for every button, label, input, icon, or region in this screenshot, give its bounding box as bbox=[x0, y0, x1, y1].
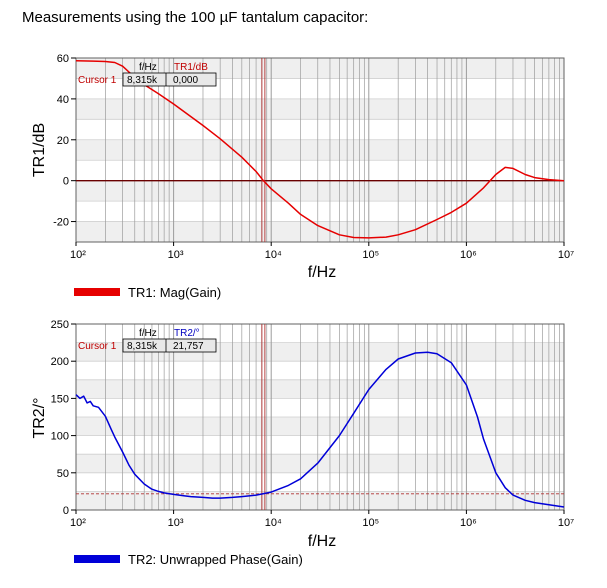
cursor-label: Cursor 1 bbox=[78, 75, 117, 86]
x-tick-label: 10² bbox=[70, 517, 86, 529]
x-tick-label: 10⁷ bbox=[558, 517, 574, 529]
grid-band bbox=[76, 454, 564, 473]
cursor-box bbox=[122, 72, 217, 87]
y-tick-label: 250 bbox=[51, 319, 69, 331]
y-tick-label: -20 bbox=[53, 217, 69, 229]
cursor-tr-value: 0,000 bbox=[173, 75, 198, 86]
y-tick-label: 40 bbox=[57, 94, 69, 106]
grid-band bbox=[76, 98, 564, 120]
grid-band bbox=[76, 379, 564, 399]
legend-swatch bbox=[74, 555, 120, 563]
cursor-tr-header: TR2/° bbox=[174, 328, 200, 339]
cursor-label: Cursor 1 bbox=[78, 341, 117, 352]
x-tick-label: 10⁴ bbox=[265, 517, 282, 529]
legend-label: TR1: Mag(Gain) bbox=[128, 285, 221, 300]
grid-band bbox=[76, 491, 564, 510]
grid-band bbox=[76, 221, 564, 242]
x-tick-label: 10⁷ bbox=[558, 249, 574, 261]
grid-band bbox=[76, 180, 564, 202]
cursor-f-header: f/Hz bbox=[139, 62, 157, 73]
x-tick-label: 10² bbox=[70, 249, 86, 261]
x-tick-label: 10³ bbox=[168, 517, 184, 529]
y-tick-label: 50 bbox=[57, 468, 69, 480]
y-tick-label: 0 bbox=[63, 505, 69, 517]
page-title: Measurements using the 100 µF tantalum c… bbox=[22, 9, 369, 26]
cursor-f-value: 8,315k bbox=[127, 341, 158, 352]
x-tick-label: 10³ bbox=[168, 249, 184, 261]
y-axis-label: TR1/dB bbox=[31, 123, 48, 177]
cursor-tr-value: 21,757 bbox=[173, 341, 204, 352]
x-tick-label: 10⁶ bbox=[460, 249, 477, 261]
plot-frame bbox=[75, 57, 565, 243]
x-tick-label: 10⁵ bbox=[362, 249, 379, 261]
cursor-f-value: 8,315k bbox=[127, 75, 158, 86]
x-axis-label: f/Hz bbox=[308, 264, 336, 281]
plot-frame bbox=[75, 323, 565, 511]
y-tick-label: 0 bbox=[63, 176, 69, 188]
x-axis-label: f/Hz bbox=[308, 533, 336, 550]
legend-swatch bbox=[74, 288, 120, 296]
y-tick-label: 200 bbox=[51, 356, 69, 368]
y-axis-label: TR2/° bbox=[31, 397, 48, 438]
grid-band bbox=[76, 417, 564, 436]
y-tick-label: 20 bbox=[57, 135, 69, 147]
x-tick-label: 10⁶ bbox=[460, 517, 477, 529]
series-line bbox=[75, 351, 565, 508]
x-tick-label: 10⁴ bbox=[265, 249, 282, 261]
x-tick-label: 10⁵ bbox=[362, 517, 379, 529]
grid-band bbox=[76, 139, 564, 161]
cursor-tr-header: TR1/dB bbox=[174, 62, 208, 73]
cursor-f-header: f/Hz bbox=[139, 328, 157, 339]
y-tick-label: 150 bbox=[51, 393, 69, 405]
legend-label: TR2: Unwrapped Phase(Gain) bbox=[128, 552, 303, 567]
y-tick-label: 100 bbox=[51, 431, 69, 443]
y-tick-label: 60 bbox=[57, 53, 69, 65]
chart-panel-1: 60 40 20 0 -20 10² 10³ 10⁴ 10⁵ 10⁶ 10⁷ TR1/dB f/Hz f/… bbox=[31, 53, 574, 300]
cursor-box bbox=[122, 338, 217, 353]
